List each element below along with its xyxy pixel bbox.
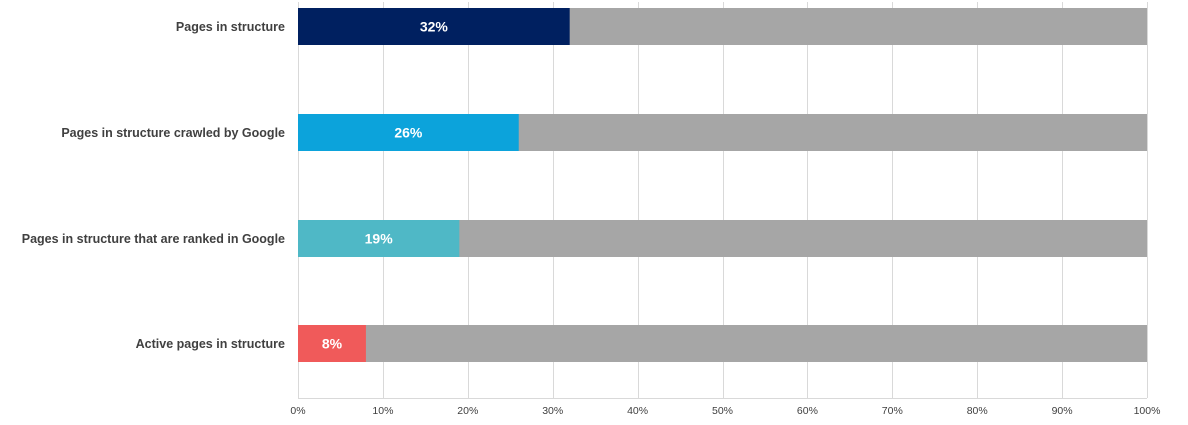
bar-value — [298, 220, 460, 257]
category-label: Pages in structure crawled by Google — [61, 126, 285, 140]
x-tick-label: 40% — [627, 405, 648, 417]
x-tick-label: 80% — [967, 405, 988, 417]
bar-remainder — [298, 325, 1147, 362]
bar-data-label: 26% — [394, 125, 423, 141]
category-labels: Pages in structure Pages in structure cra… — [22, 20, 285, 351]
bar-value — [298, 8, 570, 45]
category-label: Pages in structure — [176, 20, 285, 34]
bar-data-label: 32% — [420, 19, 449, 35]
x-tick-label: 30% — [542, 405, 563, 417]
category-label: Pages in structure that are ranked in Go… — [22, 232, 285, 246]
x-tick-label: 70% — [882, 405, 903, 417]
bar-data-label: 8% — [322, 336, 343, 352]
x-tick-label: 0% — [290, 405, 305, 417]
bar-data-label: 19% — [365, 231, 394, 247]
category-label: Active pages in structure — [136, 337, 285, 351]
bar-value — [298, 114, 519, 151]
x-tick-label: 60% — [797, 405, 818, 417]
x-tick-label: 20% — [457, 405, 478, 417]
x-axis: 0% 10% 20% 30% 40% 50% 60% 70% 80% 90% 100% — [290, 398, 1161, 417]
x-tick-label: 50% — [712, 405, 733, 417]
x-tick-label: 100% — [1134, 405, 1161, 417]
x-tick-label: 90% — [1052, 405, 1073, 417]
bars: 32% 26% 19% 8% — [298, 8, 1147, 362]
bar-value — [298, 325, 366, 362]
x-tick-label: 10% — [372, 405, 393, 417]
